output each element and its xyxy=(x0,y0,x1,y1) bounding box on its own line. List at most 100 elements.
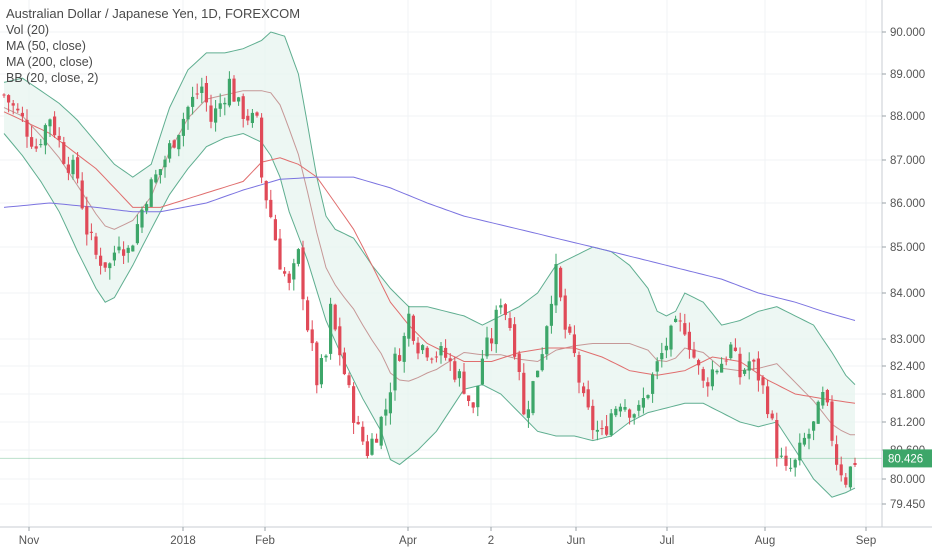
candle-145 xyxy=(669,324,673,357)
candle-body-79 xyxy=(365,441,369,456)
candle-28 xyxy=(131,244,135,252)
candle-body-177 xyxy=(816,401,820,424)
candle-body-67 xyxy=(310,329,314,344)
candle-164 xyxy=(756,351,760,392)
candle-body-137 xyxy=(632,414,636,418)
candle-body-68 xyxy=(315,342,319,386)
candle-body-5 xyxy=(25,119,29,137)
candle-57 xyxy=(264,180,268,209)
candle-120 xyxy=(554,253,558,313)
candle-126 xyxy=(582,382,586,397)
candle-body-83 xyxy=(384,409,388,416)
candle-11 xyxy=(53,111,57,138)
candle-body-39 xyxy=(181,118,185,136)
candle-body-111 xyxy=(513,324,517,357)
x-tick-label-6: Jul xyxy=(660,535,675,547)
candle-12 xyxy=(57,127,61,148)
candle-76 xyxy=(352,382,356,434)
candle-body-29 xyxy=(135,224,139,244)
candle-body-72 xyxy=(333,304,337,330)
candle-body-59 xyxy=(273,219,277,241)
candle-125 xyxy=(577,351,581,394)
candle-46 xyxy=(214,100,218,132)
candle-149 xyxy=(687,322,691,359)
candle-141 xyxy=(651,372,655,403)
candle-body-167 xyxy=(770,413,774,419)
candle-body-128 xyxy=(591,405,595,431)
candle-body-6 xyxy=(30,137,34,147)
candle-133 xyxy=(614,406,618,418)
candle-3 xyxy=(16,103,20,113)
candle-93 xyxy=(430,357,434,364)
candle-33 xyxy=(154,169,158,184)
candle-body-27 xyxy=(126,247,130,253)
candle-body-141 xyxy=(651,374,655,394)
candle-body-43 xyxy=(200,86,204,93)
candle-138 xyxy=(637,400,641,417)
candle-body-101 xyxy=(467,395,471,401)
candle-body-170 xyxy=(784,455,788,466)
candle-36 xyxy=(168,140,172,163)
candle-175 xyxy=(807,428,811,450)
candle-21 xyxy=(99,247,103,275)
candle-97 xyxy=(448,353,452,371)
x-tick-label-1: 2018 xyxy=(170,535,196,547)
candle-48 xyxy=(223,97,227,116)
candle-body-106 xyxy=(490,338,494,344)
candle-body-89 xyxy=(411,315,415,341)
candle-87 xyxy=(402,332,406,373)
candle-body-92 xyxy=(425,347,429,358)
candle-18 xyxy=(85,196,89,246)
candle-118 xyxy=(545,325,549,360)
candle-body-108 xyxy=(499,305,503,308)
candle-114 xyxy=(526,400,530,428)
candle-body-71 xyxy=(329,303,333,354)
bollinger-lower-line xyxy=(3,132,856,498)
candle-86 xyxy=(398,348,402,362)
candle-31 xyxy=(145,201,149,215)
candle-131 xyxy=(605,415,609,436)
candle-22 xyxy=(103,262,107,272)
candle-25 xyxy=(117,236,121,254)
candle-body-54 xyxy=(250,112,254,123)
candle-body-77 xyxy=(356,422,360,425)
candle-61 xyxy=(283,267,287,277)
candle-body-97 xyxy=(448,358,452,362)
candle-183 xyxy=(844,473,848,488)
candle-body-18 xyxy=(85,206,89,235)
grid-layer xyxy=(0,0,882,527)
candle-140 xyxy=(646,394,650,400)
candle-body-49 xyxy=(227,78,231,106)
candle-39 xyxy=(181,112,185,147)
candle-20 xyxy=(94,232,98,260)
candle-139 xyxy=(641,387,645,414)
candle-174 xyxy=(802,432,806,447)
candle-body-115 xyxy=(531,381,535,414)
candle-body-28 xyxy=(131,245,135,252)
candle-body-135 xyxy=(623,407,627,410)
candle-body-125 xyxy=(577,355,581,383)
candle-171 xyxy=(789,458,793,472)
candle-34 xyxy=(158,169,162,184)
candle-body-44 xyxy=(204,83,208,103)
y-tick-label-8: 82.400 xyxy=(890,361,925,373)
candle-88 xyxy=(407,305,411,347)
candle-body-9 xyxy=(43,125,47,146)
candle-153 xyxy=(706,377,710,397)
candle-107 xyxy=(494,305,498,353)
candle-109 xyxy=(503,303,507,321)
candle-158 xyxy=(729,342,733,360)
candle-body-50 xyxy=(232,78,236,102)
candle-132 xyxy=(609,409,613,437)
candle-body-65 xyxy=(301,247,305,300)
candle-body-184 xyxy=(848,466,852,488)
candle-body-78 xyxy=(361,426,365,442)
candle-67 xyxy=(310,320,314,351)
candle-body-172 xyxy=(793,459,797,468)
candle-130 xyxy=(600,420,604,436)
candle-155 xyxy=(715,369,719,375)
candle-112 xyxy=(517,350,521,381)
candle-147 xyxy=(678,312,682,332)
